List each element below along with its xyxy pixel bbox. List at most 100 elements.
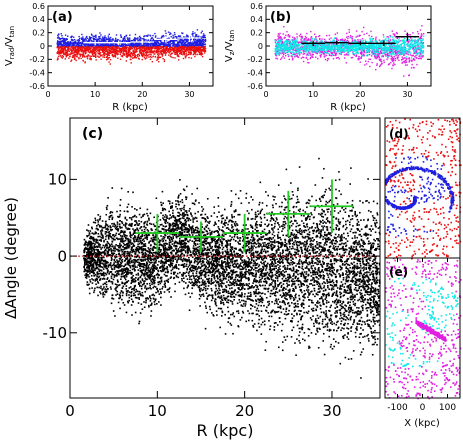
panel-a-point	[195, 53, 197, 56]
panel-a-point	[57, 45, 60, 47]
panel-a-point	[68, 50, 71, 52]
panel-a-point	[138, 53, 140, 56]
panel-a-point	[200, 37, 202, 40]
panel-b-point	[347, 35, 349, 38]
panel-a-point	[198, 48, 200, 51]
panel-a: 0 10 20 300.60.40.20-0.2-0.4-0.6 (a) R (kpc…	[4, 2, 214, 113]
panel-b-point	[419, 55, 421, 57]
panel-b-point	[362, 40, 364, 43]
panel-a-point	[86, 35, 88, 38]
panel-b-point	[319, 52, 321, 54]
panel-b-point	[398, 59, 400, 61]
panel-a-point	[147, 42, 149, 44]
panel-b-point	[421, 43, 423, 45]
panel-b-point	[395, 52, 397, 55]
panel-a-point	[108, 48, 111, 50]
panel-a-point	[103, 52, 105, 55]
panel-b-point	[341, 46, 343, 49]
panel-b-point	[408, 57, 410, 60]
panel-a-point	[86, 49, 89, 51]
panel-b-point	[285, 46, 287, 49]
panel-b-point	[380, 60, 383, 63]
panel-b-point	[377, 53, 380, 55]
panel-a-point	[177, 46, 179, 49]
panel-b-point	[391, 30, 394, 32]
panel-a-point	[102, 39, 104, 41]
panel-a-point	[60, 50, 63, 53]
panel-a-point	[134, 51, 136, 53]
panel-a-point	[107, 40, 110, 43]
panel-a-point	[90, 58, 92, 60]
panel-b-point	[422, 41, 425, 44]
panel-a-point	[143, 46, 146, 48]
panel-a-point	[142, 46, 145, 49]
panel-a-point	[194, 32, 196, 34]
panel-b-point	[378, 56, 380, 58]
panel-b-point	[390, 49, 392, 51]
panel-b-point	[367, 50, 370, 53]
panel-a-point	[59, 52, 61, 55]
panel-b-point	[326, 44, 328, 47]
panel-a-point	[61, 40, 64, 42]
panel-a-point	[122, 54, 124, 56]
panel-b-point	[420, 33, 423, 35]
panel-b-point	[295, 51, 298, 53]
panel-b-point	[301, 37, 303, 39]
panel-a-point	[125, 50, 128, 52]
panel-a-point	[108, 46, 110, 49]
panel-a-point	[186, 38, 188, 41]
panel-a-point	[124, 46, 126, 49]
panel-a-point	[196, 40, 198, 42]
panel-a-point	[159, 56, 162, 59]
panel-a-point	[75, 59, 77, 62]
panel-a-point	[129, 52, 132, 55]
panel-a-point	[188, 52, 190, 54]
panel-b-point	[334, 47, 337, 50]
panel-b-point	[358, 48, 360, 50]
panel-a-point	[84, 49, 86, 52]
panel-a-point	[62, 42, 65, 45]
panel-a-point	[161, 35, 164, 37]
panel-b-point	[325, 40, 327, 43]
panel-a-point	[102, 56, 104, 58]
panel-a-point	[114, 50, 117, 52]
panel-b-point	[407, 53, 409, 56]
panel-a-point	[178, 47, 180, 49]
panel-a-point	[122, 46, 125, 48]
panel-b-point	[276, 58, 279, 60]
panel-a-point	[164, 40, 166, 43]
panel-a-point	[98, 53, 101, 55]
panel-b-point	[325, 51, 327, 53]
panel-b-point	[309, 41, 312, 43]
panel-a-point	[85, 36, 87, 39]
panel-a-point	[130, 44, 133, 46]
panel-a-point	[100, 44, 102, 46]
panel-a-point	[172, 50, 175, 53]
panel-a-point	[146, 57, 148, 59]
panel-b-point	[392, 36, 394, 38]
panel-a-point	[193, 36, 196, 38]
panel-a-point	[93, 53, 95, 55]
panel-a-point	[95, 50, 98, 53]
panel-a-point	[115, 52, 117, 55]
panel-b-point	[404, 59, 406, 62]
panel-b-point	[279, 58, 282, 61]
panel-a-point	[174, 47, 177, 49]
panel-b-point	[335, 54, 337, 56]
panel-b-point	[333, 52, 336, 54]
panel-a-point	[98, 46, 101, 48]
panel-a-point	[116, 47, 118, 49]
panel-b-point	[368, 43, 370, 46]
panel-b-point	[300, 43, 302, 45]
panel-a-point	[134, 40, 136, 42]
panel-a-point	[186, 47, 189, 49]
panel-a-point	[169, 40, 171, 42]
panel-a-point	[75, 49, 78, 52]
panel-a-point	[145, 48, 147, 51]
panel-b-point	[323, 38, 326, 41]
panel-a-point	[148, 56, 150, 58]
panel-a-point	[154, 32, 156, 35]
panel-b-point	[330, 41, 332, 43]
panel-a-point	[57, 46, 60, 48]
panel-b-point	[420, 51, 423, 53]
